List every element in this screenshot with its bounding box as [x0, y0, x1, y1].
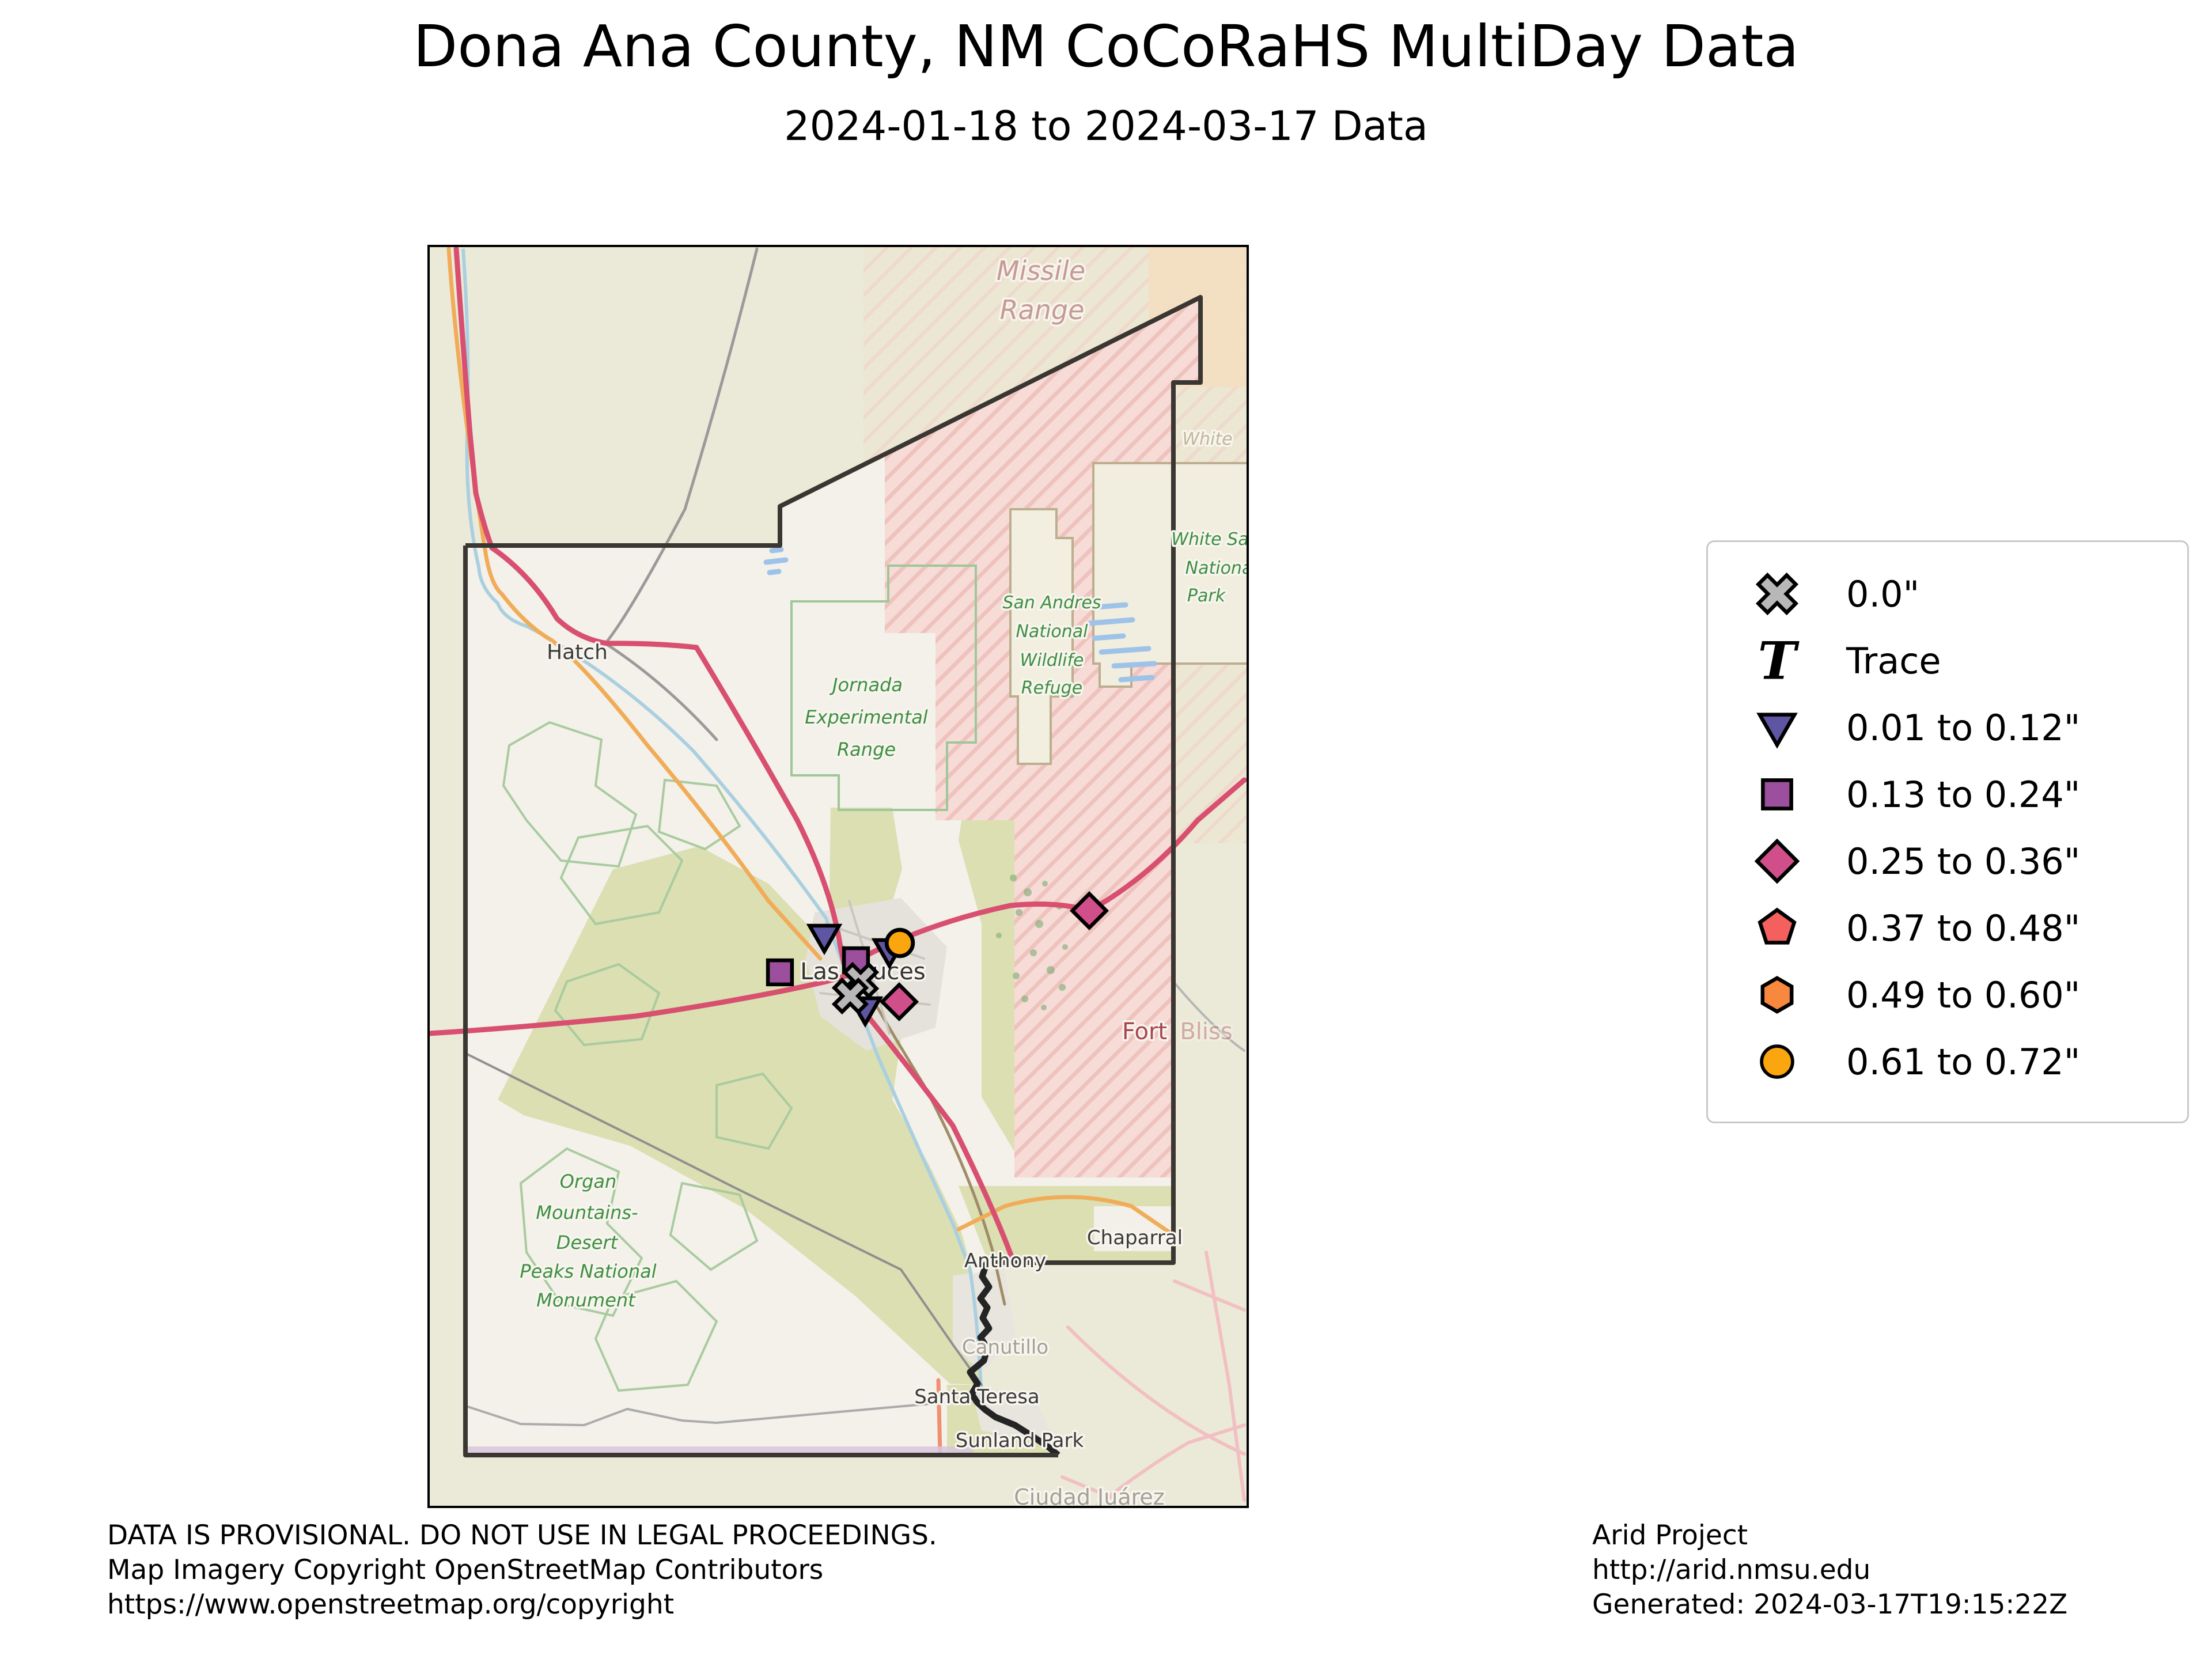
- county-map: Missile Range White Hatch San Andres National…: [430, 247, 1247, 1506]
- precip-marker-triangle[interactable]: [806, 923, 843, 956]
- legend-item-T: T Trace: [1708, 627, 2187, 694]
- legend-label: 0.37 to 0.48": [1846, 907, 2081, 949]
- legend-label: Trace: [1846, 639, 1941, 682]
- legend-item-square: 0.13 to 0.24": [1708, 761, 2187, 828]
- svg-text:T: T: [1758, 632, 1800, 690]
- san-andres-refuge-area: [1009, 508, 1074, 765]
- lake-dashes: [763, 547, 1157, 683]
- legend-label: 0.13 to 0.24": [1846, 773, 2081, 816]
- map-label: Fort: [1122, 1018, 1167, 1045]
- county-boundary: [465, 295, 1203, 1265]
- attribution-text: Arid Project http://arid.nmsu.edu Genera…: [1592, 1520, 2068, 1620]
- legend-item-pentagon: 0.37 to 0.48": [1708, 895, 2187, 961]
- map-label: National: [1016, 622, 1088, 642]
- map-label: Range: [1000, 294, 1085, 325]
- map-label: Refuge: [1021, 678, 1082, 698]
- hexagon-legend-icon: [1760, 976, 1794, 1014]
- legend-item-diamond: 0.25 to 0.36": [1708, 828, 2187, 895]
- jornada-boundary: [790, 565, 977, 811]
- map-label: White: [1182, 429, 1232, 449]
- map-label: Anthony: [964, 1249, 1046, 1272]
- square-legend-icon: [1761, 778, 1793, 810]
- legend: 0.0" T Trace 0.01 to 0.12" 0.13 to 0.24" 0.25…: [1706, 540, 2189, 1123]
- legend-item-hexagon: 0.49 to 0.60": [1708, 961, 2187, 1028]
- green-boundaries: [502, 721, 793, 1392]
- border-area-tint: [467, 1446, 974, 1454]
- map-label: Santa Teresa: [914, 1385, 1040, 1408]
- map-label: Range: [837, 738, 896, 760]
- page-title: Dona Ana County, NM CoCoRaHS MultiDay Da…: [413, 13, 1799, 80]
- white-sands-park-area: [1092, 462, 1247, 688]
- map-label: Nationa: [1185, 558, 1247, 578]
- map-label: Ciudad Juárez: [1014, 1484, 1164, 1506]
- map-label: Jornada: [829, 674, 903, 696]
- precip-markers: [766, 891, 1109, 1028]
- map-label: Park: [1187, 586, 1226, 606]
- pentagon-legend-icon: [1758, 907, 1797, 945]
- map-label: Chaparral: [1087, 1226, 1183, 1249]
- map-label: Sunland Park: [956, 1429, 1084, 1452]
- map-label: Wildlife: [1020, 650, 1084, 671]
- triangle-legend-icon: [1756, 713, 1798, 749]
- map-label: Mountains-: [536, 1202, 638, 1224]
- disclaimer-text: DATA IS PROVISIONAL. DO NOT USE IN LEGAL…: [107, 1520, 937, 1620]
- map-label: Bliss: [1180, 1018, 1232, 1045]
- precip-marker-circle[interactable]: [884, 927, 915, 959]
- county-boundary-south: [463, 546, 1058, 1457]
- diamond-legend-icon: [1754, 838, 1800, 884]
- precip-marker-diamond[interactable]: [879, 982, 919, 1022]
- map-label: Peaks National: [520, 1260, 656, 1282]
- county-boundary-river: [967, 1262, 1060, 1458]
- map-labels: Missile Range White Hatch San Andres National…: [518, 253, 1247, 1506]
- map-label: Missile: [997, 255, 1085, 286]
- x-legend-icon: [1755, 572, 1799, 616]
- map-canvas[interactable]: Missile Range White Hatch San Andres National…: [427, 245, 1249, 1508]
- roads: [430, 247, 1247, 1506]
- legend-item-triangle: 0.01 to 0.12": [1708, 694, 2187, 761]
- legend-label: 0.61 to 0.72": [1846, 1040, 2081, 1083]
- T-legend-icon: T: [1758, 632, 1800, 690]
- map-label: Monument: [536, 1289, 636, 1311]
- legend-item-circle: 0.61 to 0.72": [1708, 1028, 2187, 1095]
- precip-marker-square[interactable]: [766, 958, 794, 987]
- tree-speckles: [996, 874, 1068, 1010]
- legend-label: 0.0": [1846, 573, 1920, 615]
- map-label: Desert: [556, 1232, 619, 1253]
- circle-legend-icon: [1760, 1044, 1794, 1079]
- precip-marker-diamond[interactable]: [1069, 891, 1109, 931]
- page-subtitle: 2024-01-18 to 2024-03-17 Data: [784, 103, 1428, 150]
- precip-marker-x[interactable]: [826, 972, 874, 1020]
- map-label: Canutillo: [962, 1336, 1048, 1359]
- map-label: Organ: [560, 1171, 617, 1192]
- map-label: Experimental: [805, 706, 928, 728]
- map-label: Hatch: [547, 641, 608, 664]
- legend-label: 0.49 to 0.60": [1846, 974, 2081, 1016]
- map-label: San Andres: [1003, 593, 1101, 613]
- missile-range-area: [781, 247, 1247, 843]
- legend-item-x: 0.0": [1708, 560, 2187, 627]
- legend-label: 0.01 to 0.12": [1846, 706, 2081, 749]
- map-label: White San: [1171, 529, 1247, 550]
- legend-label: 0.25 to 0.36": [1846, 840, 2081, 882]
